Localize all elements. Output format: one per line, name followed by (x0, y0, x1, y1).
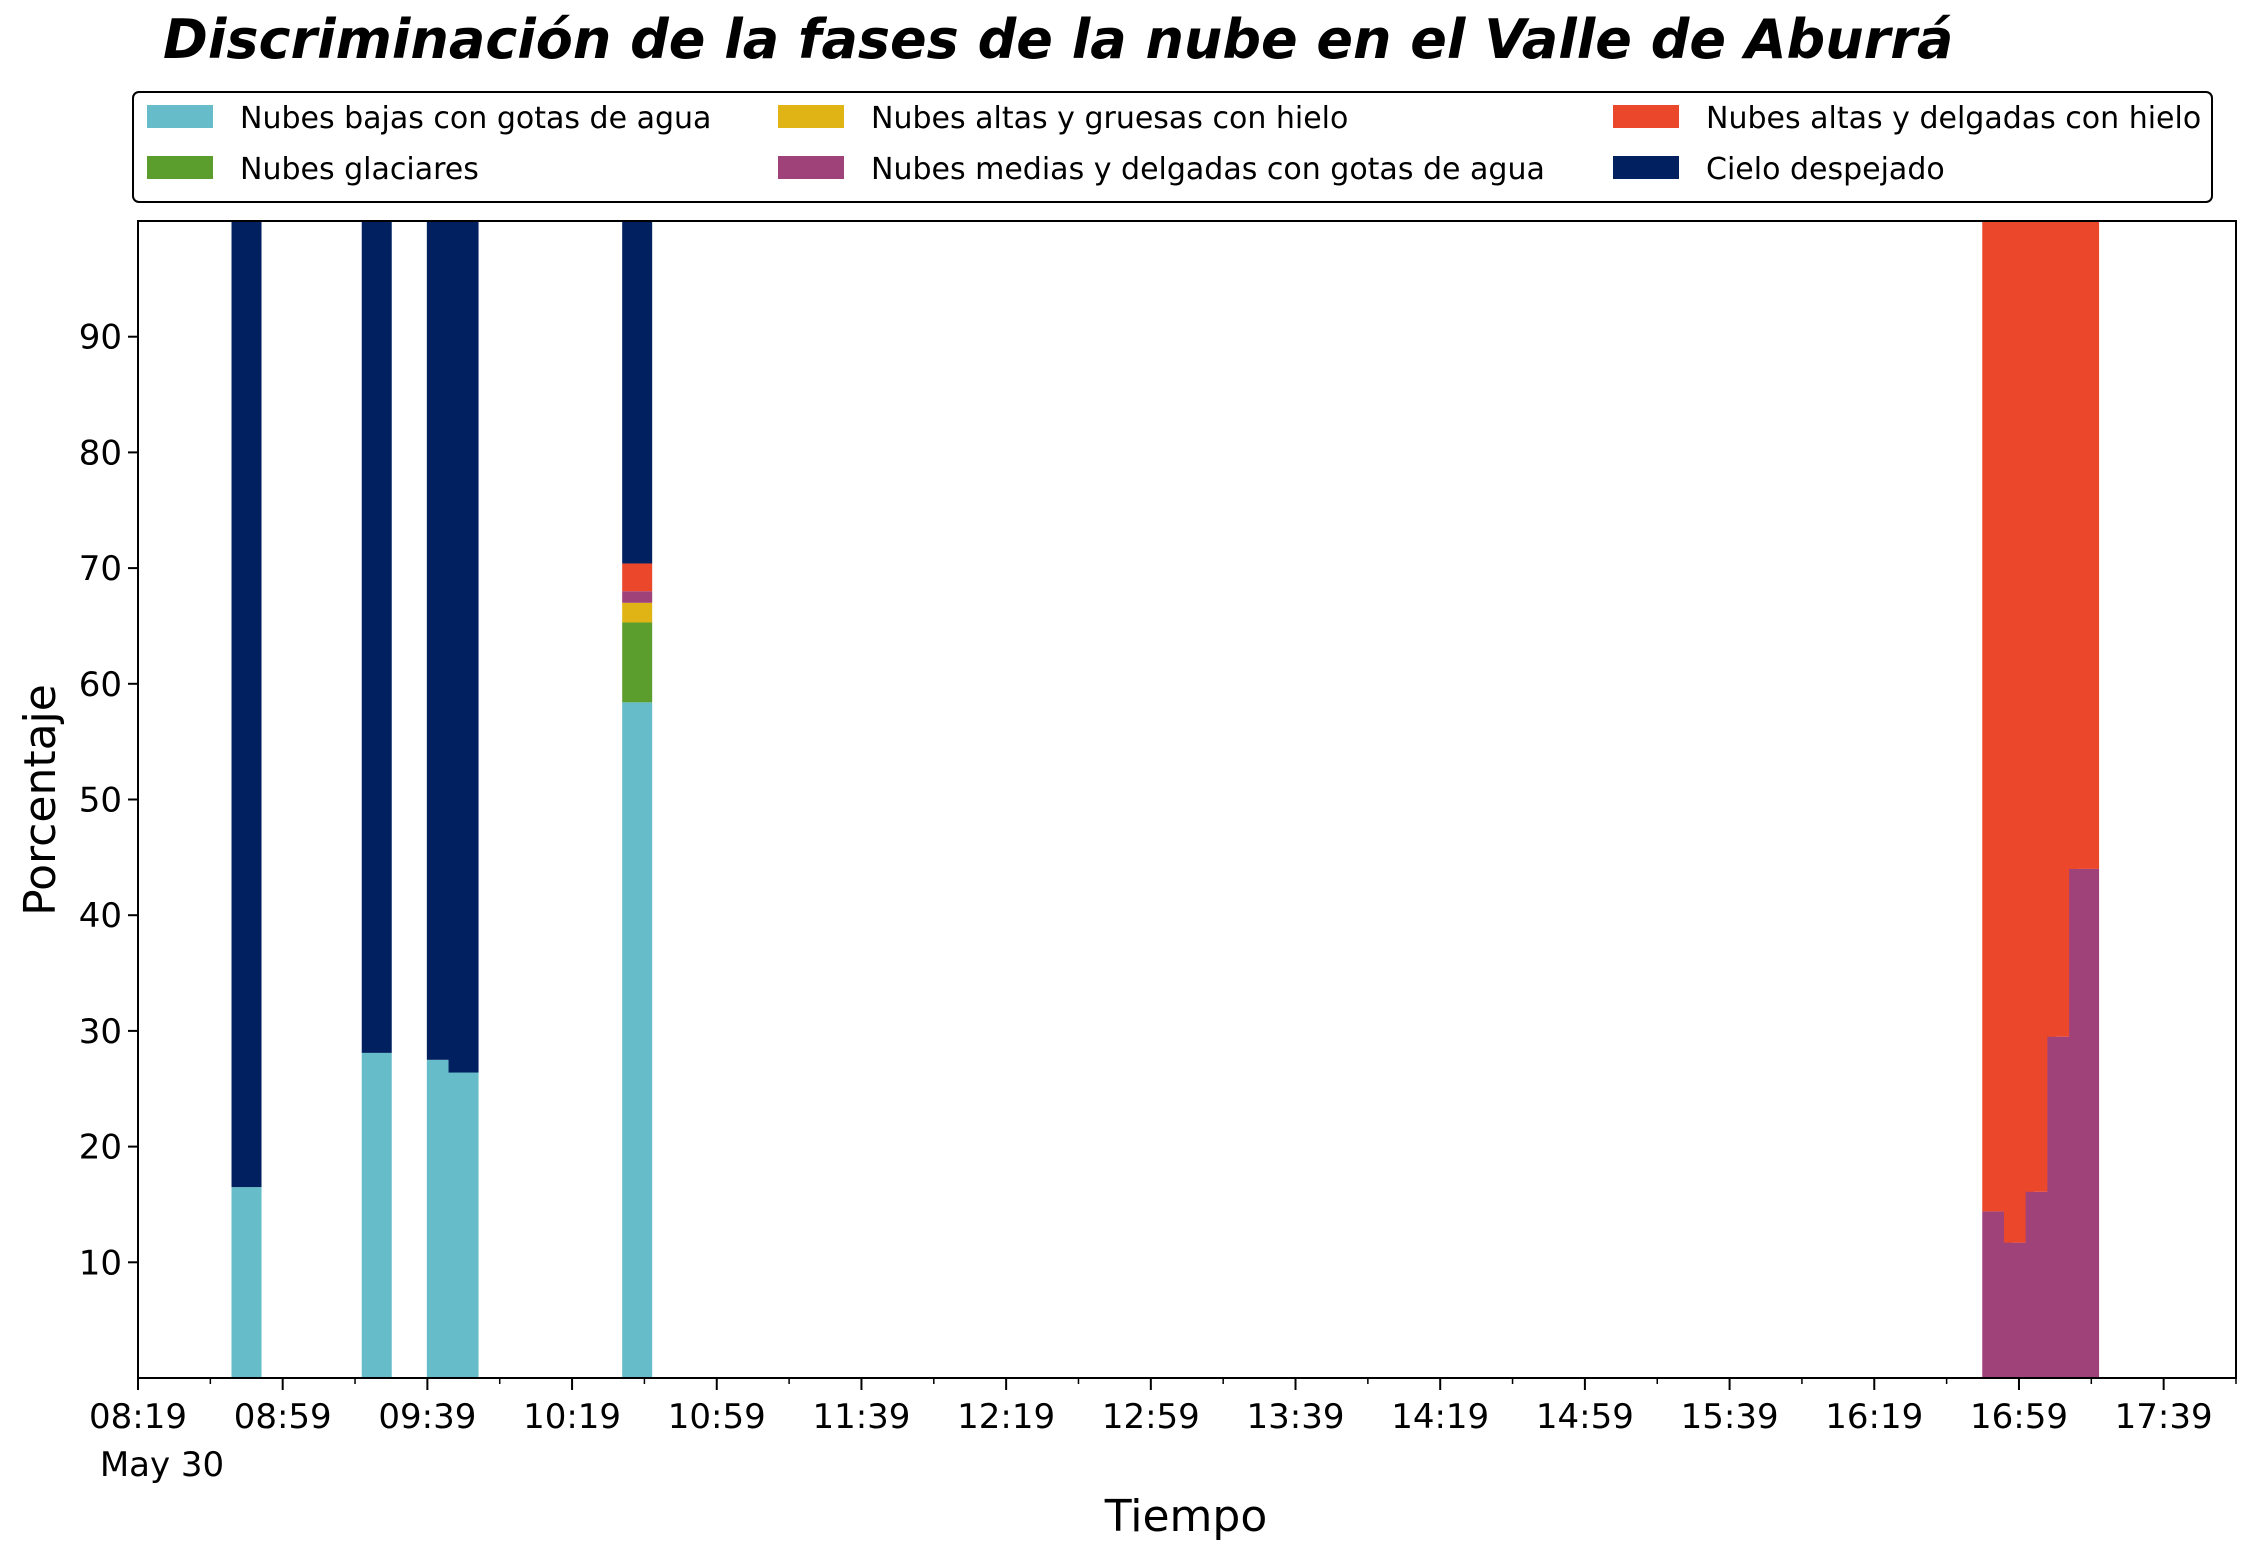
bar-1037-series-5 (622, 221, 653, 564)
bar-1037-series-3 (622, 591, 653, 603)
x-tick-label: 11:39 (812, 1397, 910, 1437)
x-tick-label: 16:59 (1970, 1397, 2068, 1437)
legend: Nubes bajas con gotas de agua Nubes glaci… (132, 91, 2213, 203)
x-tick-label: 10:19 (523, 1397, 621, 1437)
y-tick-label: 50 (79, 781, 122, 821)
bar-0925-series-5 (361, 221, 392, 1053)
bar-0949-series-0 (448, 1072, 479, 1378)
y-tick-label: 30 (79, 1012, 122, 1052)
x-tick-label: 13:39 (1247, 1397, 1345, 1437)
legend-swatch-5 (1613, 156, 1679, 179)
chart-title: Discriminación de la fases de la nube en… (163, 8, 1953, 71)
x-axis: 08:19 08:59 09:39 10:19 10:59 11:39 12:19 12:59… (89, 1378, 2237, 1437)
bar-1037-series-2 (622, 602, 653, 623)
bar-0849-series-0 (231, 1187, 262, 1378)
x-tick-label: 10:59 (668, 1397, 766, 1437)
x-tick-label: 17:39 (2115, 1397, 2213, 1437)
bar-1037-series-4 (622, 563, 653, 592)
x-tick-label: 15:39 (1681, 1397, 1779, 1437)
x-tick-label: 08:19 (89, 1397, 187, 1437)
legend-swatch-3 (778, 156, 844, 179)
y-tick-label: 10 (79, 1243, 122, 1283)
y-axis: 10 20 30 40 50 60 70 80 90 (79, 318, 138, 1283)
legend-swatch-0 (147, 105, 213, 128)
y-tick-label: 80 (79, 433, 122, 473)
y-tick-label: 20 (79, 1128, 122, 1168)
legend-swatch-1 (147, 156, 213, 179)
x-tick-label: 16:19 (1825, 1397, 1923, 1437)
legend-label-5: Cielo despejado (1706, 152, 1945, 187)
bar-1717-series-3 (2069, 868, 2100, 1378)
plot-area: 10 20 30 40 50 60 70 80 90 08:19 08:59 09:39 10:19 1… (79, 220, 2237, 1437)
y-tick-label: 60 (79, 665, 122, 705)
x-axis-label: Tiempo (1104, 1491, 1268, 1542)
bars-layer (231, 221, 2100, 1378)
bar-1037-series-1 (622, 622, 653, 703)
legend-label-2: Nubes altas y gruesas con hielo (871, 101, 1348, 136)
x-tick-label: 14:59 (1536, 1397, 1634, 1437)
x-tick-label: 12:59 (1102, 1397, 1200, 1437)
bar-1717-series-4 (2069, 221, 2100, 869)
x-tick-label: 08:59 (234, 1397, 332, 1437)
bar-0849-series-5 (231, 221, 262, 1188)
bar-0949-series-5 (448, 221, 479, 1073)
legend-swatch-4 (1613, 105, 1679, 128)
legend-label-0: Nubes bajas con gotas de agua (240, 101, 711, 136)
x-tick-label: 12:19 (957, 1397, 1055, 1437)
y-tick-label: 40 (79, 896, 122, 936)
y-axis-label: Porcentaje (15, 684, 66, 916)
legend-label-1: Nubes glaciares (240, 152, 479, 187)
x-tick-label: 14:19 (1391, 1397, 1489, 1437)
y-tick-label: 70 (79, 549, 122, 589)
legend-label-3: Nubes medias y delgadas con gotas de agu… (871, 152, 1545, 187)
x-date-label: May 30 (100, 1445, 224, 1485)
y-tick-label: 90 (79, 318, 122, 358)
bar-0925-series-0 (361, 1052, 392, 1378)
bar-1037-series-0 (622, 702, 653, 1378)
legend-swatch-2 (778, 105, 844, 128)
x-tick-label: 09:39 (378, 1397, 476, 1437)
legend-frame (132, 91, 2213, 203)
legend-label-4: Nubes altas y delgadas con hielo (1706, 101, 2201, 136)
